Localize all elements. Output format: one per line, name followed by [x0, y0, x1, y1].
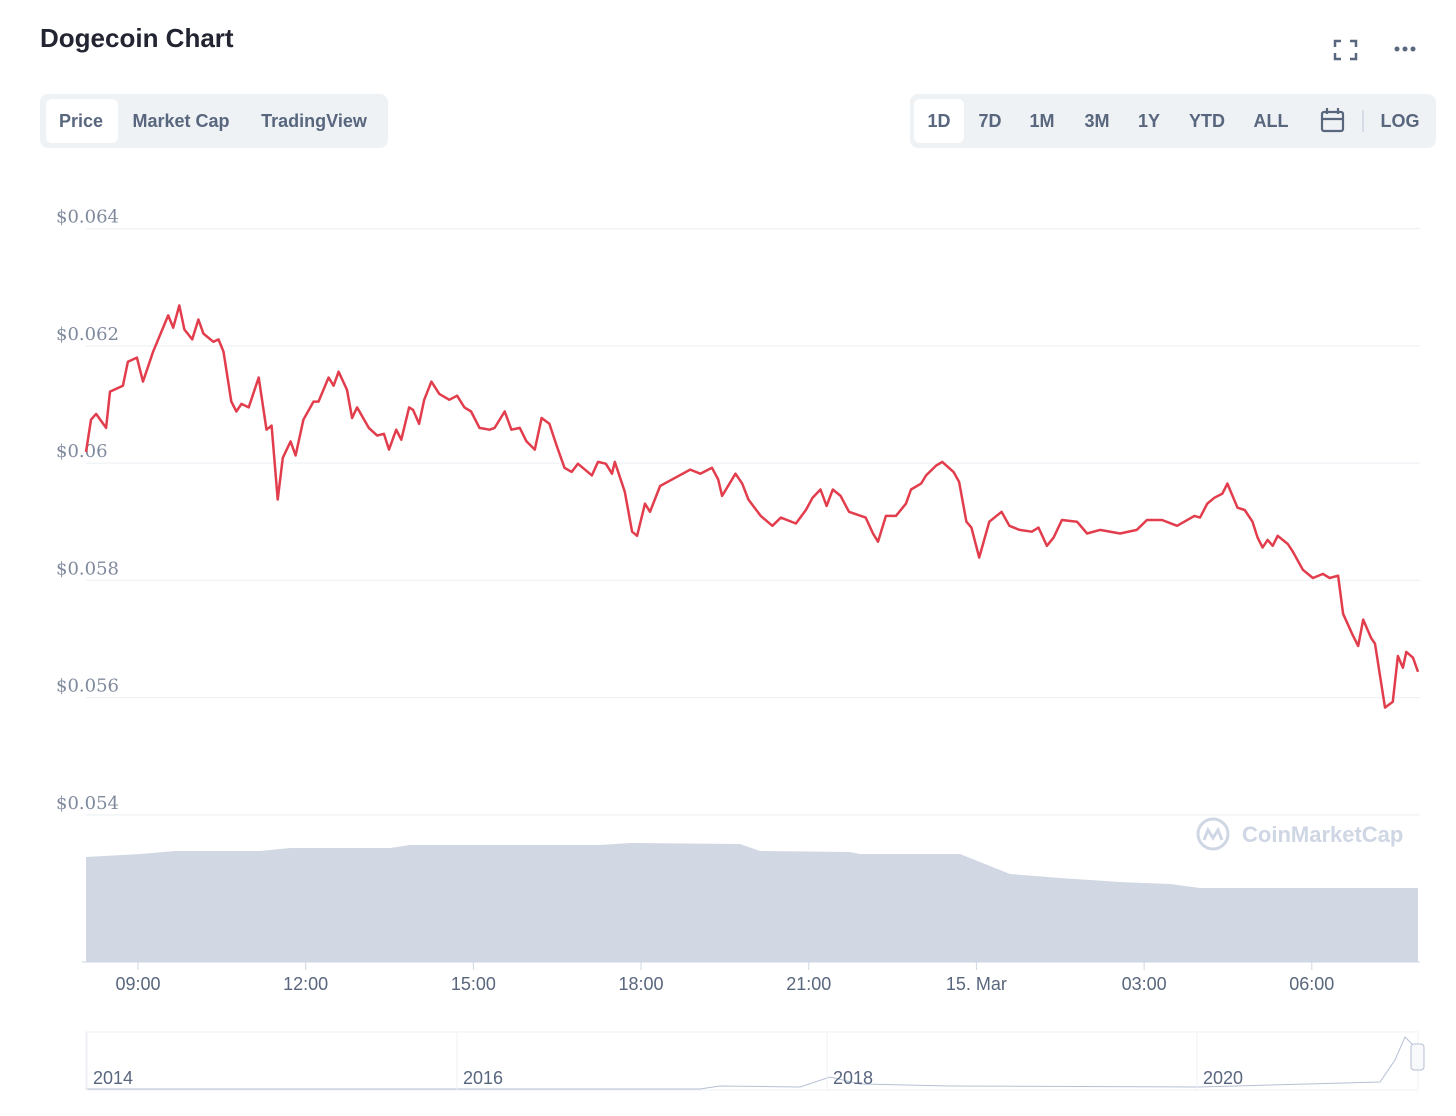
- tab[interactable]: TradingView: [261, 111, 368, 131]
- x-tick-label: 12:00: [283, 974, 328, 994]
- y-tick-label: $0.062: [56, 324, 119, 345]
- navigator-label: 2014: [93, 1068, 133, 1088]
- y-tick-label: $0.056: [56, 676, 119, 697]
- log-button[interactable]: LOG: [1381, 111, 1420, 131]
- x-tick-label: 03:00: [1122, 974, 1167, 994]
- x-tick-label: 15:00: [451, 974, 496, 994]
- volume-area: [86, 843, 1418, 962]
- navigator-handle[interactable]: [1410, 1043, 1425, 1071]
- tab-active: [46, 99, 118, 143]
- y-tick-label: $0.064: [56, 207, 119, 228]
- range-group: [910, 94, 1436, 148]
- x-tick-label: 06:00: [1289, 974, 1334, 994]
- navigator-line: [86, 1036, 1419, 1090]
- y-tick-label: $0.054: [56, 793, 119, 814]
- watermark-logo: [1196, 817, 1230, 851]
- range-button[interactable]: 7D: [978, 111, 1001, 131]
- range-button[interactable]: 1M: [1029, 111, 1054, 131]
- range-button[interactable]: 3M: [1084, 111, 1109, 131]
- price-line: [84, 304, 1420, 709]
- calendar-icon[interactable]: [1320, 108, 1345, 133]
- fullscreen-icon[interactable]: [1333, 39, 1358, 61]
- navigator-label: 2020: [1203, 1068, 1243, 1088]
- navigator-label: 2018: [833, 1068, 873, 1088]
- range-active: [914, 99, 964, 143]
- y-tick-label: $0.06: [56, 441, 108, 462]
- tab[interactable]: Market Cap: [132, 111, 229, 131]
- range-button[interactable]: 1Y: [1138, 111, 1160, 131]
- range-button[interactable]: ALL: [1254, 111, 1289, 131]
- range-button[interactable]: 1D: [927, 111, 950, 131]
- tab-group: [40, 94, 388, 148]
- y-tick-label: $0.058: [56, 558, 119, 579]
- more-icon[interactable]: [1394, 46, 1416, 52]
- tab[interactable]: Price: [59, 111, 103, 131]
- range-button[interactable]: YTD: [1189, 111, 1225, 131]
- x-tick-label: 18:00: [619, 974, 664, 994]
- title: Dogecoin Chart: [40, 23, 234, 53]
- x-tick-label: 21:00: [786, 974, 831, 994]
- x-tick-label: 15. Mar: [946, 974, 1007, 994]
- navigator-label: 2016: [463, 1068, 503, 1088]
- x-tick-label: 09:00: [115, 974, 160, 994]
- watermark: CoinMarketCap: [1242, 822, 1403, 847]
